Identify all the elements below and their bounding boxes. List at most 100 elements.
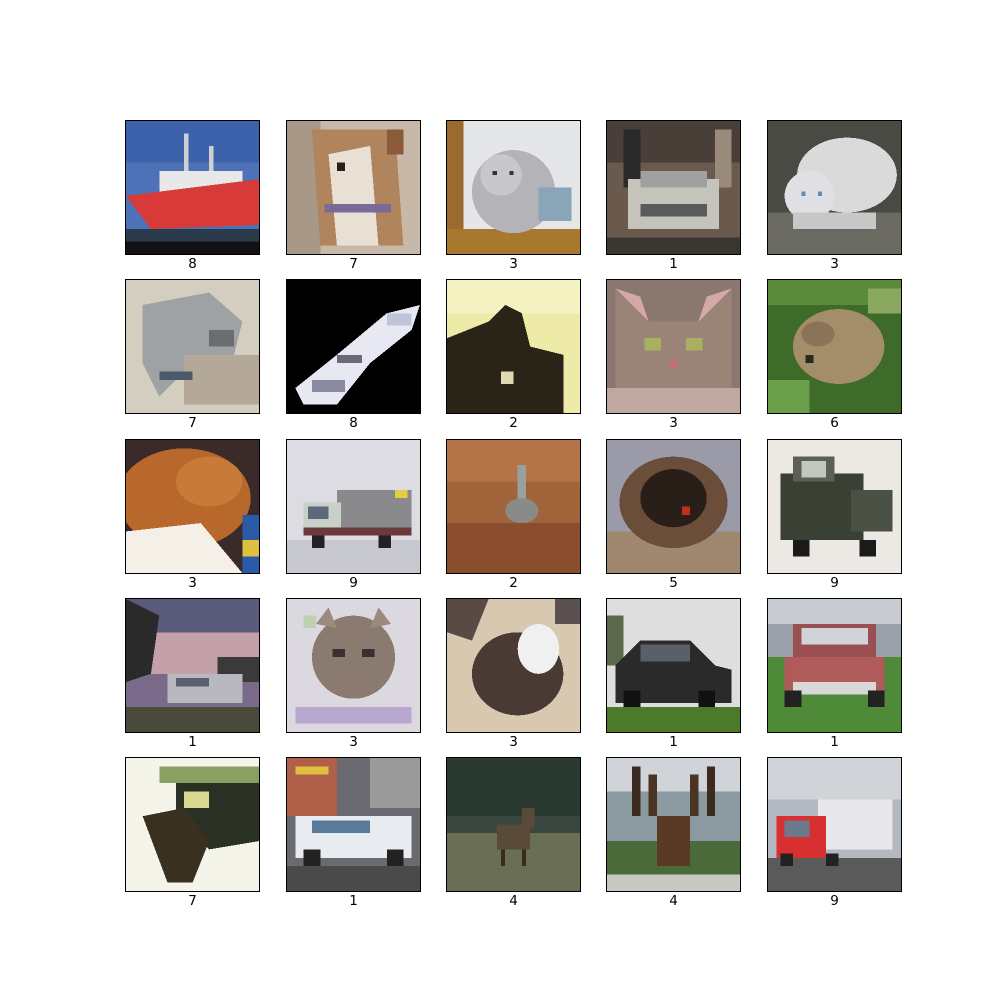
image-label: 3 <box>509 256 518 272</box>
image-label: 1 <box>669 734 678 750</box>
image-label: 5 <box>669 575 678 591</box>
thumbnail-svg <box>447 440 580 573</box>
thumbnail-image <box>606 439 741 574</box>
image-label: 9 <box>349 575 358 591</box>
thumbnail-image <box>767 757 902 892</box>
thumbnail-image <box>286 598 421 733</box>
thumbnail-svg <box>768 280 901 413</box>
image-label: 3 <box>509 734 518 750</box>
thumbnail-image <box>606 757 741 892</box>
image-cell: 3 <box>767 120 902 280</box>
image-label: 7 <box>349 256 358 272</box>
thumbnail-image <box>286 120 421 255</box>
image-cell: 1 <box>125 598 260 758</box>
thumbnail-image <box>446 279 581 414</box>
image-cell: 3 <box>446 598 581 758</box>
image-cell: 4 <box>606 757 741 917</box>
thumbnail-image <box>767 439 902 574</box>
thumbnail-svg <box>126 599 259 732</box>
image-label: 1 <box>188 734 197 750</box>
image-cell: 3 <box>125 439 260 599</box>
image-label: 3 <box>349 734 358 750</box>
image-cell: 3 <box>286 598 421 758</box>
image-label: 7 <box>188 893 197 909</box>
image-cell: 9 <box>286 439 421 599</box>
thumbnail-image <box>446 439 581 574</box>
thumbnail-svg <box>126 440 259 573</box>
image-cell: 9 <box>767 757 902 917</box>
thumbnail-image <box>286 439 421 574</box>
thumbnail-image <box>606 598 741 733</box>
image-label: 3 <box>830 256 839 272</box>
image-label: 4 <box>669 893 678 909</box>
thumbnail-image <box>767 279 902 414</box>
thumbnail-image <box>286 279 421 414</box>
thumbnail-svg <box>607 599 740 732</box>
thumbnail-svg <box>447 599 580 732</box>
thumbnail-svg <box>287 121 420 254</box>
thumbnail-image <box>125 757 260 892</box>
thumbnail-svg <box>126 121 259 254</box>
image-cell: 5 <box>606 439 741 599</box>
image-label: 8 <box>349 415 358 431</box>
image-label: 9 <box>830 893 839 909</box>
image-cell: 1 <box>606 598 741 758</box>
image-cell: 2 <box>446 279 581 439</box>
thumbnail-image <box>286 757 421 892</box>
thumbnail-svg <box>287 280 420 413</box>
thumbnail-image <box>446 757 581 892</box>
thumbnail-svg <box>768 121 901 254</box>
image-cell: 1 <box>767 598 902 758</box>
image-label: 8 <box>188 256 197 272</box>
image-label: 3 <box>669 415 678 431</box>
image-cell: 7 <box>125 279 260 439</box>
thumbnail-svg <box>447 758 580 891</box>
thumbnail-svg <box>768 758 901 891</box>
image-cell: 9 <box>767 439 902 599</box>
image-cell: 3 <box>446 120 581 280</box>
image-label: 4 <box>509 893 518 909</box>
image-cell: 8 <box>286 279 421 439</box>
thumbnail-svg <box>607 758 740 891</box>
image-cell: 1 <box>286 757 421 917</box>
thumbnail-image <box>767 598 902 733</box>
image-label: 1 <box>669 256 678 272</box>
image-cell: 2 <box>446 439 581 599</box>
thumbnail-svg <box>126 280 259 413</box>
image-cell: 1 <box>606 120 741 280</box>
image-cell: 7 <box>125 757 260 917</box>
thumbnail-image <box>606 279 741 414</box>
image-label: 3 <box>188 575 197 591</box>
image-label: 2 <box>509 415 518 431</box>
image-label: 2 <box>509 575 518 591</box>
thumbnail-image <box>767 120 902 255</box>
thumbnail-image <box>606 120 741 255</box>
image-cell: 3 <box>606 279 741 439</box>
thumbnail-image <box>125 439 260 574</box>
thumbnail-svg <box>607 440 740 573</box>
image-cell: 8 <box>125 120 260 280</box>
image-label: 1 <box>349 893 358 909</box>
thumbnail-svg <box>768 440 901 573</box>
image-label: 9 <box>830 575 839 591</box>
thumbnail-svg <box>447 280 580 413</box>
thumbnail-svg <box>607 121 740 254</box>
image-label: 7 <box>188 415 197 431</box>
thumbnail-svg <box>126 758 259 891</box>
thumbnail-image <box>125 279 260 414</box>
thumbnail-image <box>446 598 581 733</box>
thumbnail-image <box>125 598 260 733</box>
thumbnail-svg <box>287 440 420 573</box>
thumbnail-svg <box>287 599 420 732</box>
thumbnail-svg <box>607 280 740 413</box>
image-cell: 7 <box>286 120 421 280</box>
image-cell: 4 <box>446 757 581 917</box>
image-label: 1 <box>830 734 839 750</box>
image-label: 6 <box>830 415 839 431</box>
thumbnail-image <box>446 120 581 255</box>
thumbnail-svg <box>287 758 420 891</box>
thumbnail-image <box>125 120 260 255</box>
thumbnail-svg <box>768 599 901 732</box>
thumbnail-svg <box>447 121 580 254</box>
